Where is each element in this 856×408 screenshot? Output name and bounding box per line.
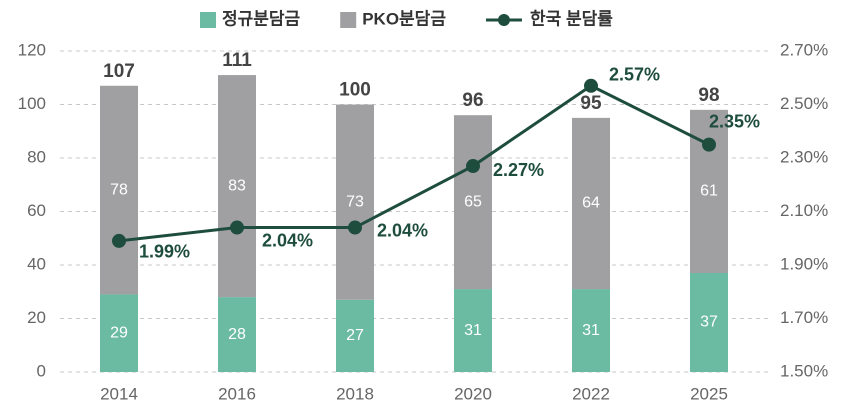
value-label: 2.04% <box>377 220 428 240</box>
x-tick-label: 2014 <box>100 384 138 403</box>
total-label: 111 <box>222 50 252 71</box>
bar-segment <box>690 273 728 372</box>
bar-segment <box>336 299 374 372</box>
segment-label: 65 <box>464 193 482 210</box>
y2-tick-label: 2.10% <box>780 201 828 220</box>
y2-tick-label: 1.90% <box>780 254 828 273</box>
legend-swatch <box>340 12 357 28</box>
y2-tick-label: 1.50% <box>780 361 828 380</box>
x-tick-label: 2016 <box>218 384 256 403</box>
bar-segment <box>336 104 374 300</box>
y2-tick-label: 2.30% <box>780 147 828 166</box>
legend-label: PKO분담금 <box>362 9 446 28</box>
segment-label: 31 <box>582 322 600 339</box>
value-label: 2.27% <box>493 160 544 180</box>
x-tick-label: 2018 <box>336 384 374 403</box>
y2-tick-label: 1.70% <box>780 308 828 327</box>
legend-marker <box>497 14 510 26</box>
total-label: 100 <box>339 80 371 101</box>
y-tick-label: 100 <box>18 94 46 113</box>
value-label: 2.35% <box>709 111 760 131</box>
total-label: 96 <box>462 90 483 111</box>
segment-label: 73 <box>346 193 364 210</box>
x-tick-label: 2022 <box>572 384 610 403</box>
value-label: 2.04% <box>262 230 313 250</box>
line-point <box>112 233 126 248</box>
legend-swatch <box>200 12 216 28</box>
total-label: 98 <box>698 85 719 106</box>
segment-label: 78 <box>110 181 128 198</box>
y-tick-label: 120 <box>18 40 46 59</box>
y-tick-label: 80 <box>27 147 46 166</box>
legend-label: 한국 분담률 <box>530 9 613 28</box>
bar-segment <box>100 294 138 372</box>
y2-tick-label: 2.70% <box>780 40 828 59</box>
line-point <box>348 220 362 235</box>
line-point <box>584 78 598 93</box>
bar-segment <box>218 75 256 298</box>
bar-segment <box>572 117 610 290</box>
total-label: 95 <box>580 93 602 114</box>
segment-label: 29 <box>110 324 128 341</box>
y2-tick-label: 2.50% <box>780 94 828 113</box>
legend-label: 정규분담금 <box>222 9 301 28</box>
y-tick-label: 60 <box>27 201 46 220</box>
line-point <box>230 220 244 235</box>
segment-label: 31 <box>464 322 482 339</box>
bar-segment <box>454 289 492 372</box>
bar-segment <box>100 85 138 295</box>
line <box>118 84 710 243</box>
bar-segment <box>572 289 610 372</box>
total-label: 107 <box>103 61 135 82</box>
line-point <box>702 137 716 152</box>
value-label: 1.99% <box>139 242 190 262</box>
y-tick-label: 0 <box>37 361 46 380</box>
bar-segment <box>218 297 256 372</box>
segment-label: 83 <box>228 177 246 194</box>
line-point <box>466 159 480 174</box>
segment-label: 28 <box>228 326 246 343</box>
segment-label: 64 <box>582 195 600 212</box>
value-label: 2.57% <box>609 65 660 85</box>
segment-label: 61 <box>700 183 718 200</box>
segment-label: 37 <box>700 314 718 331</box>
segment-label: 27 <box>346 327 364 344</box>
x-tick-label: 2020 <box>454 384 492 403</box>
y-tick-label: 40 <box>27 254 46 273</box>
bar-segment <box>454 115 492 290</box>
x-tick-label: 2025 <box>690 384 728 403</box>
y-tick-label: 20 <box>27 308 46 327</box>
